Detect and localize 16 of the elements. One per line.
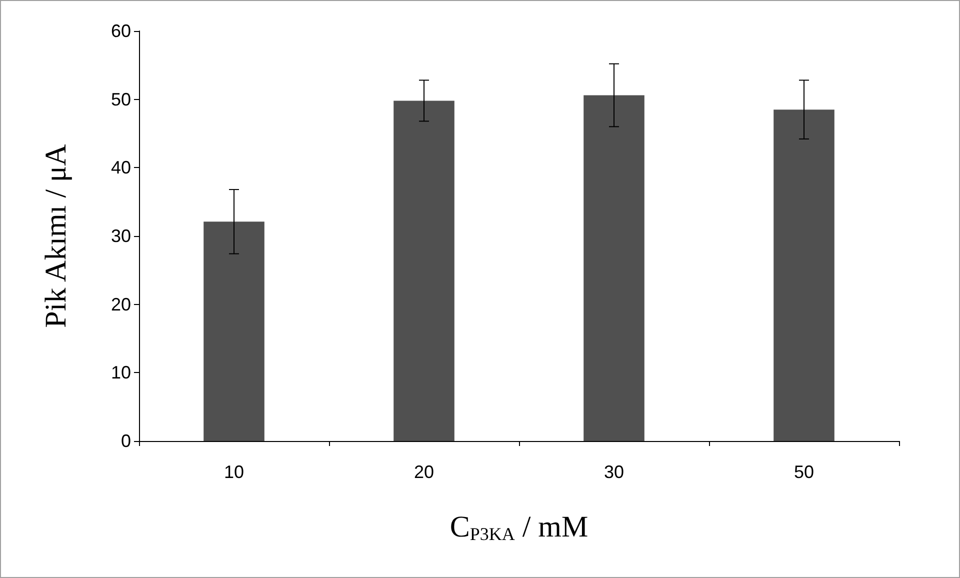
x-tick-label: 20 [414, 462, 434, 482]
y-tick-label: 10 [110, 362, 131, 383]
bar [584, 95, 644, 441]
bar [204, 222, 264, 441]
y-tick-label: 0 [120, 431, 131, 451]
y-tick-label: 30 [110, 226, 131, 246]
bar [774, 110, 834, 441]
y-tick-label: 50 [110, 89, 131, 110]
y-tick-label: 60 [110, 21, 131, 41]
y-axis-title: Pik Akımı / μA [40, 144, 72, 328]
x-tick-label: 10 [224, 462, 244, 482]
y-tick-label: 20 [110, 294, 131, 314]
x-tick-label: 30 [604, 462, 624, 482]
bar [394, 100, 454, 441]
y-tick-label: 40 [110, 158, 131, 178]
x-tick-label: 50 [794, 462, 814, 482]
